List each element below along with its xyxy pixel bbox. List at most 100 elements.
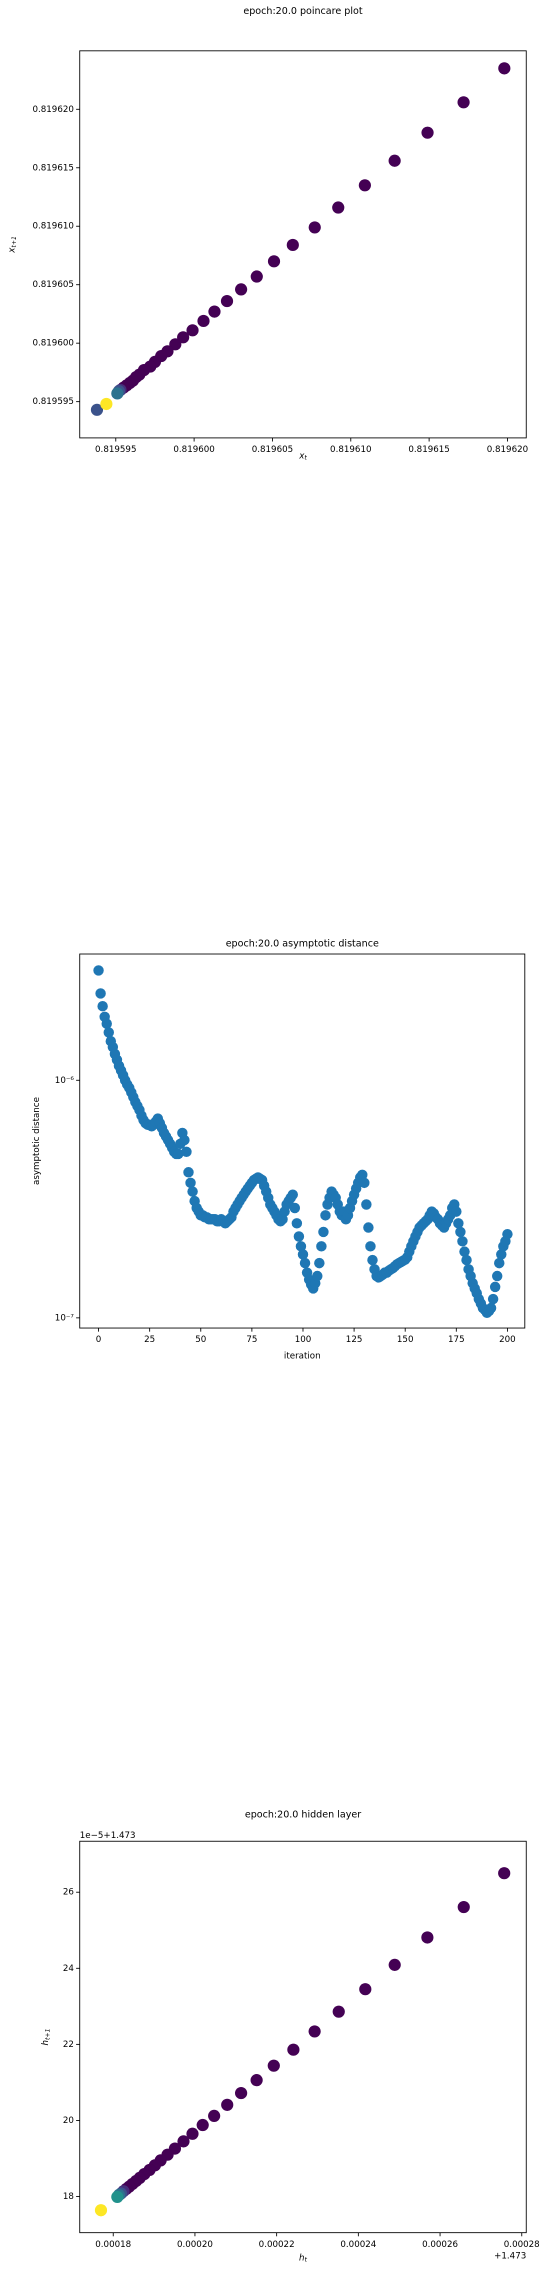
y-tick-label: 10⁻⁶ — [55, 1076, 75, 1086]
x-offset: +1.473 — [494, 2251, 526, 2261]
chart-title: epoch:20.0 asymptotic distance — [226, 938, 379, 949]
point — [267, 255, 281, 268]
axes-frame — [79, 50, 527, 439]
point — [100, 397, 113, 411]
y-tick-label: 22 — [63, 2040, 74, 2050]
x-tick-label: 0.00028 — [504, 2240, 540, 2250]
x-tick-label: 25 — [144, 1335, 155, 1345]
point — [388, 1958, 401, 1971]
x-tick-label: 0 — [96, 1335, 102, 1345]
x-tick-label: 0.819620 — [487, 445, 528, 455]
point — [173, 1148, 184, 1160]
point — [111, 387, 124, 400]
point — [485, 1302, 497, 1314]
point — [318, 1226, 329, 1238]
point — [487, 1293, 499, 1305]
x-tick-label: 175 — [448, 1335, 465, 1345]
point — [220, 294, 234, 308]
x-tick-label: 0.819615 — [408, 445, 449, 455]
point — [358, 179, 371, 192]
y-axis-label: xt+1 — [7, 236, 18, 254]
y-axis-label: asymptotic distance — [32, 1097, 42, 1185]
chart-title: epoch:20.0 poincare plot — [243, 6, 362, 17]
point — [179, 1134, 190, 1146]
point — [250, 270, 263, 283]
point — [97, 1000, 108, 1012]
point — [103, 1027, 114, 1038]
point — [196, 2118, 209, 2132]
point — [208, 305, 221, 318]
point — [267, 2059, 280, 2072]
x-tick-label: 0.00018 — [95, 2240, 131, 2250]
y-axis-label-main: asymptotic distance — [32, 1097, 42, 1185]
point — [308, 2025, 321, 2038]
x-tick-label: 0.00024 — [340, 2240, 376, 2250]
x-tick-label: 0.00026 — [422, 2240, 458, 2250]
axes-frame — [79, 953, 526, 1329]
y-tick-label: 0.819615 — [32, 163, 73, 173]
point — [498, 1867, 511, 1880]
point — [320, 1210, 331, 1221]
point — [183, 1167, 194, 1178]
x-tick-label: 150 — [397, 1335, 414, 1345]
y-tick-label: 0.819605 — [32, 280, 73, 290]
point — [489, 1281, 501, 1293]
x-tick-label: 0.00022 — [259, 2240, 295, 2250]
point — [367, 1254, 378, 1266]
point — [287, 1189, 298, 1200]
point — [453, 1218, 464, 1229]
y-tick-label: 24 — [63, 1964, 75, 1974]
y-axis-label-sub: t+1 — [43, 2028, 51, 2040]
point — [332, 201, 345, 214]
point — [289, 1202, 301, 1214]
x-tick-label: 50 — [195, 1335, 206, 1345]
y-tick-label: 26 — [63, 1888, 74, 1898]
x-tick-label: 0.819600 — [173, 445, 214, 455]
point — [287, 2043, 300, 2056]
y-tick-label: 0.819600 — [32, 339, 73, 349]
point — [291, 1218, 303, 1229]
point — [363, 1222, 374, 1233]
point — [312, 1270, 323, 1282]
point — [111, 2190, 124, 2204]
y-offset: 1e−5+1.473 — [80, 1831, 136, 1841]
point — [314, 1257, 325, 1269]
x-axis-label: ht — [299, 2253, 308, 2264]
point — [177, 2135, 190, 2148]
x-axis-label-main: h — [299, 2253, 305, 2263]
x-tick-label: 125 — [346, 1335, 363, 1345]
point — [235, 283, 248, 296]
x-axis-label-main: iteration — [284, 1351, 321, 1361]
point — [250, 2074, 263, 2087]
point — [496, 1249, 507, 1260]
point — [297, 1249, 309, 1260]
point — [455, 1226, 466, 1238]
point — [494, 1257, 505, 1269]
point — [187, 1186, 198, 1197]
y-tick-label: 20 — [63, 2116, 74, 2126]
point — [177, 331, 190, 344]
point — [94, 2204, 108, 2217]
point — [197, 314, 210, 328]
x-tick-label: 0.819595 — [95, 445, 136, 455]
axes-frame — [79, 1840, 527, 2234]
x-axis-label-sub: t — [305, 2256, 308, 2264]
x-axis-label-sub: t — [304, 454, 307, 462]
point — [235, 2086, 248, 2100]
point — [357, 1169, 368, 1181]
point — [457, 1236, 468, 1247]
y-tick-label: 0.819610 — [32, 222, 73, 232]
y-axis-label-main: h — [40, 2040, 50, 2046]
chart-title: epoch:20.0 hidden layer — [245, 1810, 361, 1821]
point — [421, 1931, 434, 1944]
y-tick-label: 0.819620 — [32, 105, 73, 115]
y-axis-label: ht+1 — [40, 2028, 51, 2045]
point — [293, 1231, 305, 1242]
y-axis-label-main: x — [7, 247, 17, 254]
point — [359, 1177, 370, 1189]
point — [491, 1270, 503, 1282]
point — [90, 403, 104, 416]
point — [361, 1199, 372, 1210]
